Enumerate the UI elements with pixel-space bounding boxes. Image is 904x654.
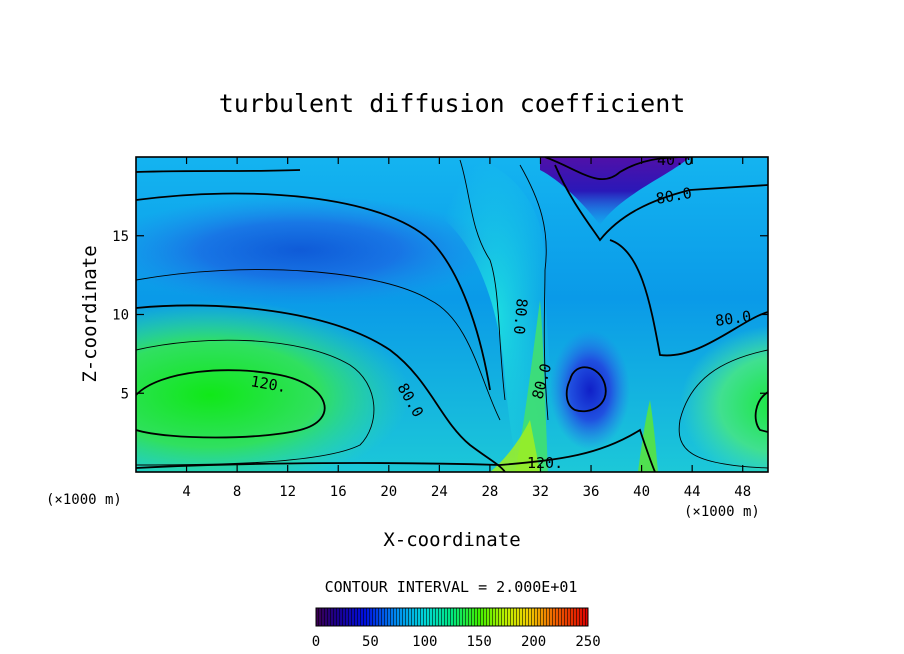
x-unit-right: (×1000 m) xyxy=(684,504,760,520)
x-tick-label-9: 40 xyxy=(633,484,650,500)
contour-100-left xyxy=(136,339,375,466)
contour-lines xyxy=(136,157,768,472)
colorbar-frame xyxy=(315,607,589,627)
contour-80-left xyxy=(136,304,506,472)
field-upper-blue-band xyxy=(136,195,500,305)
contour-60-upper xyxy=(136,269,501,421)
contour-80-right xyxy=(609,239,768,357)
x-tick-label-6: 28 xyxy=(481,484,498,500)
x-tick-label-0: 4 xyxy=(182,484,190,500)
field-yellow-base xyxy=(490,420,540,472)
contour-label-8: 40.0 xyxy=(657,151,693,169)
contour-40-band xyxy=(136,192,491,391)
field-purple-top xyxy=(540,157,690,225)
x-unit-left: (×1000 m) xyxy=(46,492,122,508)
y-tick-label-2: 15 xyxy=(112,229,129,245)
x-tick-label-3: 16 xyxy=(330,484,347,500)
x-tick-label-2: 12 xyxy=(279,484,296,500)
x-tick-label-8: 36 xyxy=(583,484,600,500)
y-tick-label-0: 5 xyxy=(121,386,129,402)
colorbar-tick-label-3: 150 xyxy=(467,634,492,650)
field-cyan-plume xyxy=(430,157,560,472)
contour-blue-min xyxy=(565,366,607,413)
x-tick-label-5: 24 xyxy=(431,484,448,500)
x-tick-label-7: 32 xyxy=(532,484,549,500)
colorbar-tick-label-2: 100 xyxy=(412,634,437,650)
contour-base xyxy=(136,428,656,472)
x-axis-ticks: 4 8 12 16 20 24 28 32 36 40 44 48 xyxy=(182,157,751,500)
y-tick-label-1: 10 xyxy=(112,308,129,324)
contour-label-5: 120. xyxy=(527,454,563,472)
plot-area: 120. 80.0 80.0 80.0 120. 80.0 80.0 40.0 xyxy=(136,151,768,472)
contour-60-top xyxy=(554,164,768,242)
field-green-column xyxy=(515,300,548,472)
colorbar-ticks: 0 50 100 150 200 250 xyxy=(312,634,601,650)
x-tick-label-11: 48 xyxy=(734,484,751,500)
contour-plume-left xyxy=(459,159,506,401)
colorbar-tick-label-4: 200 xyxy=(521,634,546,650)
contour-120-left xyxy=(136,369,326,439)
contour-labels: 120. 80.0 80.0 80.0 120. 80.0 80.0 40.0 xyxy=(249,151,752,472)
field-blue-minimum xyxy=(550,330,630,450)
contour-label-7: 80.0 xyxy=(655,184,694,208)
contour-plume-right xyxy=(519,164,549,421)
field-green-right xyxy=(660,325,768,472)
y-axis-label: Z-coordinate xyxy=(79,245,101,382)
chart-title: turbulent diffusion coefficient xyxy=(219,89,686,118)
x-tick-label-1: 8 xyxy=(233,484,241,500)
colorbar-stripes xyxy=(316,608,588,626)
x-tick-label-10: 44 xyxy=(684,484,701,500)
colorbar-tick-label-0: 0 xyxy=(312,634,320,650)
x-axis-label: X-coordinate xyxy=(383,529,520,551)
colorbar-tick-label-5: 250 xyxy=(575,634,600,650)
contour-label-1: 120. xyxy=(249,372,288,396)
x-tick-label-4: 20 xyxy=(380,484,397,500)
contour-right-lower xyxy=(678,349,768,469)
contour-interval-text: CONTOUR INTERVAL = 2.000E+01 xyxy=(325,578,578,596)
field-green-right-spike xyxy=(638,400,658,472)
contour-label-3: 80.0 xyxy=(510,298,531,336)
contour-top-line xyxy=(136,169,301,173)
colorbar xyxy=(315,607,589,627)
contour-right-inner xyxy=(754,391,768,433)
contour-40-top xyxy=(544,157,691,181)
colorbar-tick-label-1: 50 xyxy=(362,634,379,650)
contour-label-6: 80.0 xyxy=(714,307,752,330)
y-axis-ticks: 5 10 15 xyxy=(112,229,768,402)
field-green-left xyxy=(136,300,410,472)
